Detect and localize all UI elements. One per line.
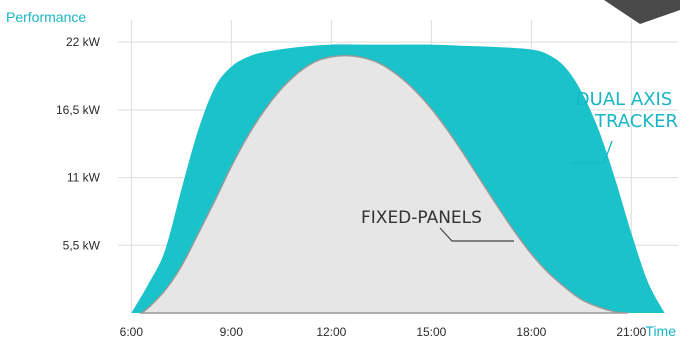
dual-axis-tracker-label-line-2: TRACKER: [594, 111, 678, 132]
y-tick-label: 11 kW: [67, 171, 101, 185]
y-tick-label: 22 kW: [66, 35, 101, 49]
fixed-panels-label: FIXED-PANELS: [361, 208, 482, 228]
dual-axis-tracker-label: DUAL AXIS TRACKER: [576, 89, 678, 132]
y-tick-label: 16,5 kW: [56, 103, 101, 117]
y-tick-label: 5,5 kW: [63, 238, 101, 252]
x-tick-label: 15:00: [416, 325, 446, 339]
x-tick-label: 6:00: [120, 325, 144, 339]
axis-ticks: 6:00 9:00 12:00 15:00 18:00 21:00 22 kW 16,5 kW…: [56, 35, 647, 339]
dual-axis-tracker-label-line-1: DUAL AXIS: [576, 89, 672, 110]
x-tick-label: 21:00: [616, 325, 646, 339]
x-tick-label: 9:00: [220, 325, 244, 339]
x-tick-label: 12:00: [316, 325, 346, 339]
x-tick-label: 18:00: [516, 325, 546, 339]
corner-tab: [604, 0, 680, 24]
dual-axis-tracker-leader: [571, 140, 613, 164]
x-axis-title: Time: [645, 323, 676, 339]
fixed-panels-leader: [439, 227, 514, 242]
fixed-panels-area: [138, 54, 629, 314]
y-axis-title: Performance: [6, 9, 86, 25]
